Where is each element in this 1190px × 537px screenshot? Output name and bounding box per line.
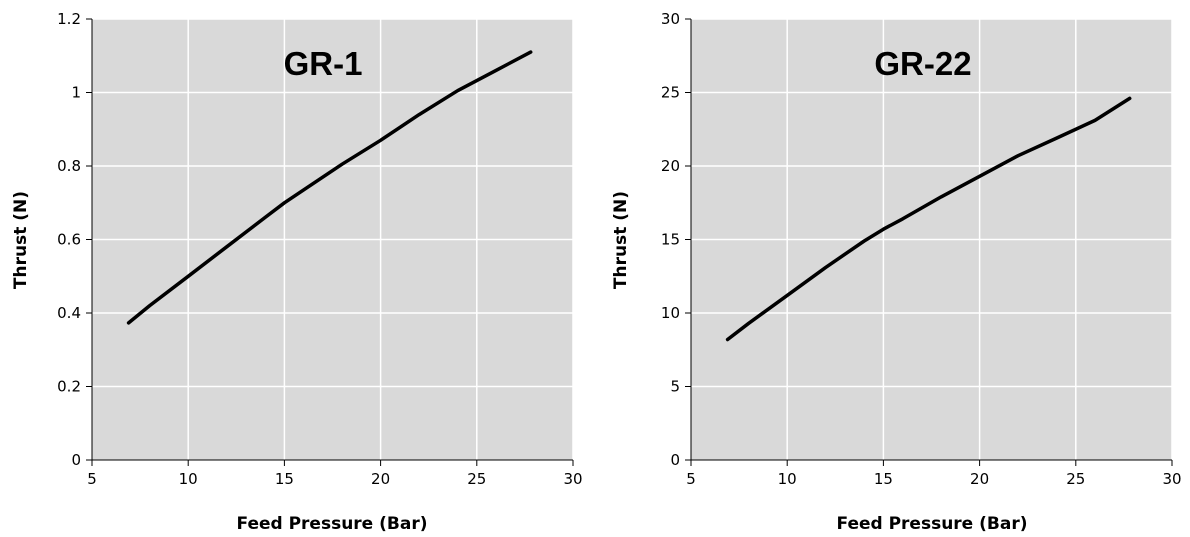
x-axis-label: Feed Pressure (Bar) xyxy=(237,514,428,534)
x-tick-label: 30 xyxy=(1162,470,1181,488)
x-tick-label: 15 xyxy=(275,470,294,488)
x-tick-label: 20 xyxy=(970,470,989,488)
x-tick-label: 10 xyxy=(778,470,797,488)
y-tick-label: 1.2 xyxy=(57,10,81,28)
x-tick-label: 5 xyxy=(686,470,696,488)
chart-title: GR-1 xyxy=(284,45,363,82)
y-tick-label: 0.4 xyxy=(57,304,81,322)
x-tick-label: 25 xyxy=(467,470,486,488)
y-axis-label: Thrust (N) xyxy=(611,191,631,289)
y-tick-label: 25 xyxy=(661,84,680,102)
x-tick-label: 25 xyxy=(1066,470,1085,488)
x-tick-label: 5 xyxy=(87,470,97,488)
tick-marks xyxy=(685,18,1173,466)
y-tick-label: 20 xyxy=(661,157,680,175)
y-tick-label: 15 xyxy=(661,231,680,249)
series-group xyxy=(725,96,1132,342)
y-tick-labels: 0 5 10 15 20 25 30 xyxy=(661,10,680,469)
y-tick-label: 0.6 xyxy=(57,231,81,249)
y-tick-label: 5 xyxy=(670,378,680,396)
tick-marks xyxy=(86,18,574,466)
x-tick-labels: 5 10 15 20 25 30 xyxy=(87,470,582,488)
series-line xyxy=(725,96,1132,342)
chart-title: GR-22 xyxy=(874,45,971,82)
y-tick-label: 0.8 xyxy=(57,157,81,175)
x-tick-label: 20 xyxy=(371,470,390,488)
y-tick-label: 30 xyxy=(661,10,680,28)
y-tick-label: 10 xyxy=(661,304,680,322)
y-tick-label: 0 xyxy=(71,451,81,469)
y-tick-label: 1 xyxy=(71,84,81,102)
chart-gr-1: 5 10 15 20 25 30 0 0.2 0.4 0.6 0.8 1 1.2 GR-1 Feed … xyxy=(11,10,583,534)
y-tick-labels: 0 0.2 0.4 0.6 0.8 1 1.2 xyxy=(57,10,81,469)
y-tick-label: 0 xyxy=(670,451,680,469)
x-tick-label: 30 xyxy=(563,470,582,488)
x-tick-labels: 5 10 15 20 25 30 xyxy=(686,470,1181,488)
series-group xyxy=(126,50,533,325)
x-tick-label: 10 xyxy=(179,470,198,488)
x-tick-label: 15 xyxy=(874,470,893,488)
x-axis-label: Feed Pressure (Bar) xyxy=(837,514,1028,534)
y-axis-label: Thrust (N) xyxy=(11,191,31,289)
y-tick-label: 0.2 xyxy=(57,378,81,396)
horizontal-gridlines xyxy=(691,18,1172,388)
horizontal-gridlines xyxy=(92,18,573,388)
series-line xyxy=(126,50,533,325)
